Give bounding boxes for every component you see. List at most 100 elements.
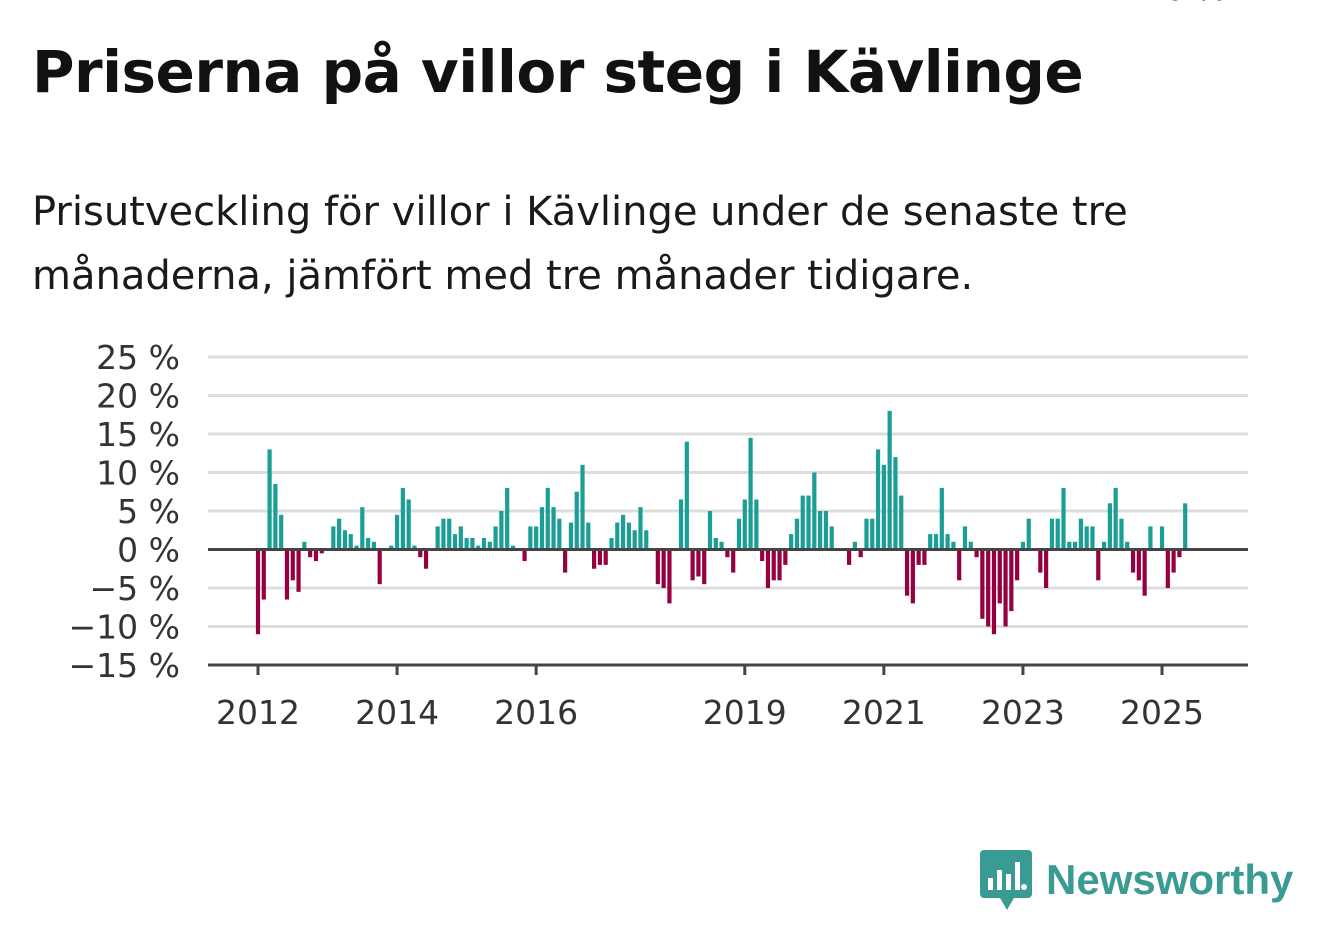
bar (337, 518, 342, 550)
bar (331, 526, 336, 550)
bar (592, 549, 597, 569)
latest-value-annotation: 6 % (1164, 0, 1227, 8)
bar (632, 530, 637, 550)
y-tick-label: −5 % (90, 569, 181, 608)
gridlines (208, 355, 1248, 628)
bar (371, 541, 376, 550)
bar (400, 487, 405, 550)
bar (290, 549, 295, 581)
bar (1096, 549, 1101, 581)
y-tick-label: 25 % (96, 338, 180, 377)
y-axis-labels: 25 %20 %15 %10 %5 %0 %−5 %−10 %−15 % (69, 338, 181, 685)
bar (864, 518, 869, 550)
bar (1119, 518, 1124, 550)
chart-subtitle: Prisutveckling för villor i Kävlinge und… (32, 189, 1128, 299)
bar (1090, 526, 1095, 550)
bar (296, 549, 301, 592)
bar (719, 541, 724, 550)
bar (991, 549, 997, 635)
bar (620, 514, 626, 550)
bar (261, 549, 266, 600)
bar (702, 549, 707, 585)
bar (505, 487, 510, 550)
bar (858, 549, 863, 558)
bar (574, 491, 579, 550)
y-tick-label: 0 % (117, 531, 180, 570)
bar (713, 537, 718, 550)
bar (974, 549, 979, 558)
bar (319, 549, 324, 554)
bar (1003, 549, 1008, 627)
bar (812, 472, 817, 550)
bar (273, 484, 278, 550)
bar (754, 499, 759, 550)
y-tick-label: −15 % (69, 646, 181, 685)
bar (1165, 549, 1170, 588)
bar (522, 549, 527, 562)
bar (1177, 549, 1182, 558)
bar-series (255, 410, 1188, 635)
bar (1067, 541, 1072, 550)
bar (910, 549, 915, 604)
bar (893, 457, 898, 550)
bar (464, 537, 469, 550)
y-tick-label: 5 % (117, 492, 180, 531)
bar (308, 549, 313, 558)
bar (1044, 549, 1049, 588)
bar (922, 549, 927, 565)
annotations: 6 % (1164, 0, 1227, 8)
bar (771, 549, 776, 581)
bar (887, 410, 892, 550)
bar (667, 549, 672, 604)
bar (568, 522, 574, 550)
bar (684, 441, 689, 550)
bar (447, 518, 452, 550)
bar (1038, 549, 1043, 573)
bar (441, 518, 446, 550)
bar-chart-bubble-icon (980, 850, 1032, 910)
bar (284, 549, 290, 600)
bar (928, 534, 933, 550)
y-tick-label: −10 % (69, 608, 181, 647)
chart-title: Priserna på villor steg i Kävlinge (32, 38, 1084, 106)
bar (348, 534, 353, 550)
bar (933, 534, 939, 550)
bar (748, 437, 753, 550)
newsworthy-logo: Newsworthy (980, 850, 1293, 910)
bar (563, 549, 568, 573)
bar (1159, 526, 1165, 550)
y-tick-label: 15 % (96, 415, 180, 454)
bar (875, 449, 881, 550)
bar (899, 495, 904, 550)
bar (626, 522, 631, 550)
bar (458, 526, 463, 550)
x-tick-label: 2023 (981, 693, 1065, 732)
bar (476, 545, 481, 550)
bar (916, 549, 921, 565)
bar (423, 549, 429, 569)
bar (1148, 526, 1153, 550)
bar (707, 511, 713, 550)
bar (1101, 541, 1107, 550)
bar (870, 518, 875, 550)
x-tick-label: 2025 (1120, 693, 1204, 732)
bar (980, 549, 985, 619)
bar (255, 549, 261, 635)
bar (360, 507, 365, 550)
bar (1061, 487, 1066, 550)
bar (818, 511, 823, 550)
bar (1026, 518, 1031, 550)
x-tick-label: 2021 (842, 693, 926, 732)
bar (1049, 518, 1055, 550)
bar (615, 522, 620, 550)
bar (435, 526, 440, 550)
bar (852, 541, 857, 550)
bar (534, 526, 539, 550)
bar (957, 549, 962, 581)
bar (1130, 549, 1136, 573)
bar (313, 549, 319, 562)
bar (742, 499, 747, 550)
bar (470, 537, 475, 550)
bar (800, 495, 805, 550)
bar (406, 499, 411, 550)
